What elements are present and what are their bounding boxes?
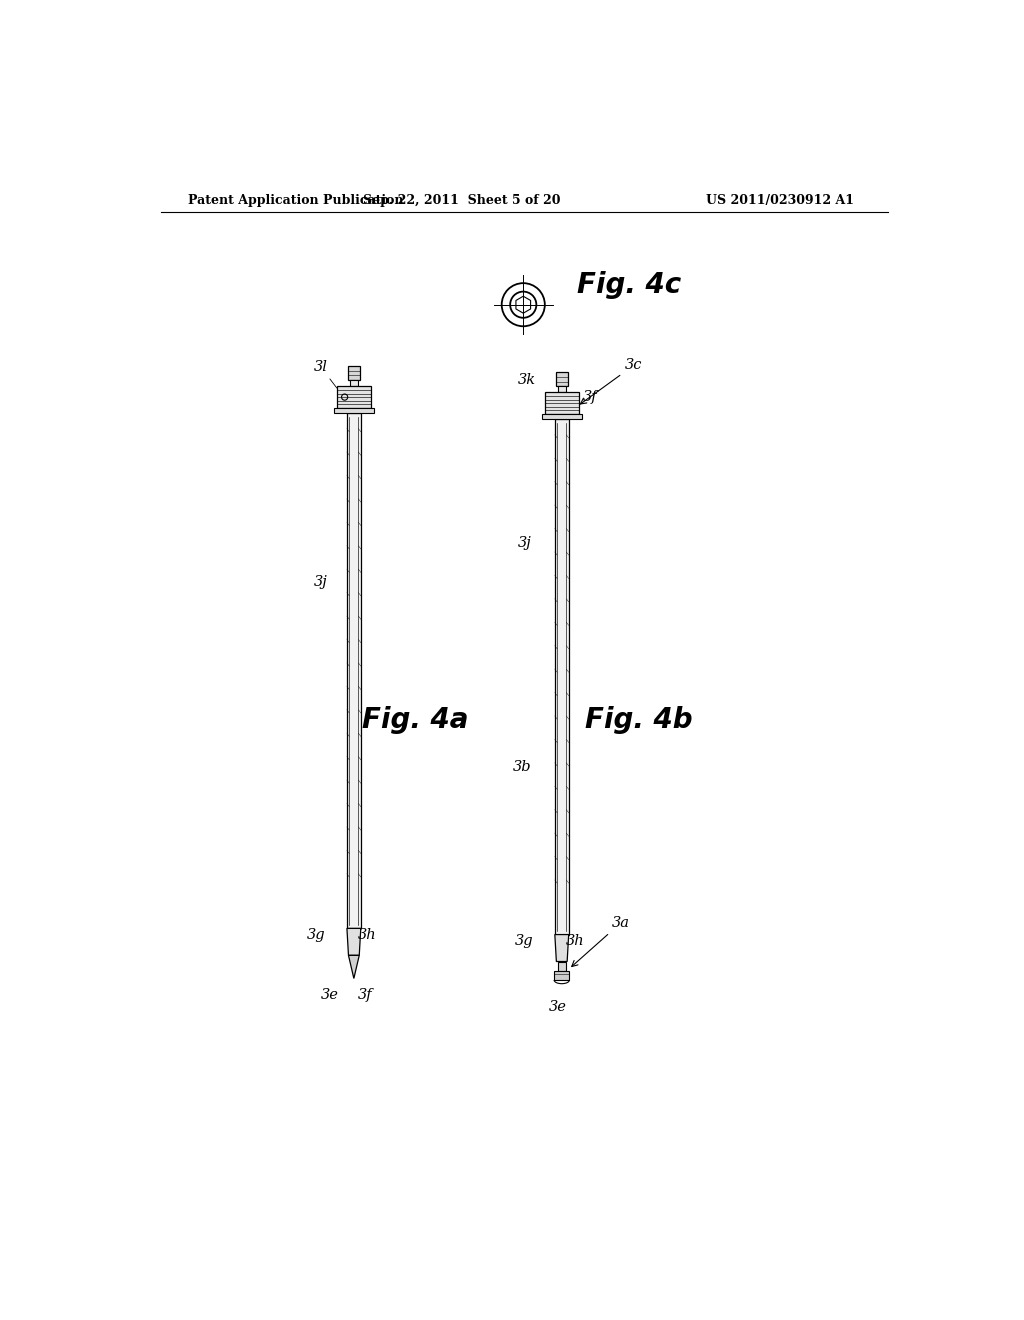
Text: 3a: 3a [571, 916, 630, 966]
Text: 3k: 3k [518, 374, 537, 387]
Text: Sep. 22, 2011  Sheet 5 of 20: Sep. 22, 2011 Sheet 5 of 20 [362, 194, 560, 207]
Text: 3j: 3j [518, 536, 531, 550]
Text: 3g: 3g [515, 933, 534, 948]
Bar [556, 372, 568, 387]
Text: 3g: 3g [307, 928, 326, 941]
Bar [334, 408, 374, 413]
Text: 3f: 3f [357, 989, 373, 1002]
Text: Fig. 4a: Fig. 4a [362, 706, 469, 734]
Text: Fig. 4c: Fig. 4c [578, 272, 681, 300]
Bar [554, 970, 569, 979]
Bar [337, 387, 371, 408]
Bar [545, 392, 579, 414]
Text: 3h: 3h [357, 928, 377, 941]
Polygon shape [348, 956, 359, 978]
Bar [542, 414, 582, 420]
Text: 3h: 3h [565, 933, 585, 948]
Bar [555, 420, 568, 935]
Bar [347, 413, 360, 928]
Text: 3e: 3e [321, 989, 339, 1002]
Text: 3l: 3l [313, 360, 337, 388]
Text: 3c: 3c [581, 359, 642, 404]
Text: 3j: 3j [314, 576, 328, 589]
Polygon shape [555, 935, 568, 961]
Text: US 2011/0230912 A1: US 2011/0230912 A1 [707, 194, 854, 207]
Text: 3f: 3f [583, 391, 597, 404]
Bar [350, 380, 357, 387]
Bar [558, 961, 565, 970]
Text: 3b: 3b [513, 760, 531, 774]
Text: Fig. 4b: Fig. 4b [585, 706, 692, 734]
Polygon shape [347, 928, 360, 956]
Bar [558, 387, 565, 392]
Bar [348, 367, 360, 380]
Text: 3e: 3e [549, 1001, 567, 1014]
Text: Patent Application Publication: Patent Application Publication [188, 194, 403, 207]
